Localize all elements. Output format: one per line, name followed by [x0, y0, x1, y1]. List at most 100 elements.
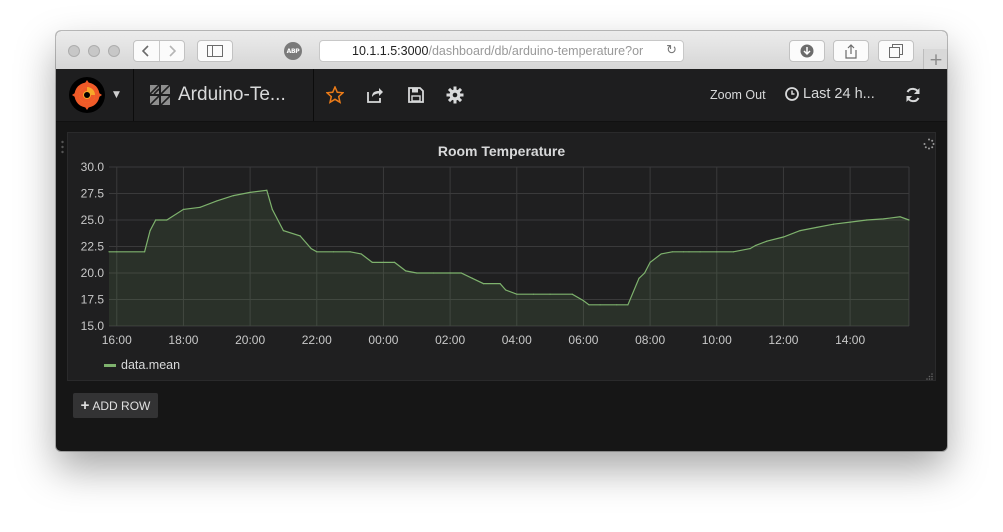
data-point: [282, 230, 285, 232]
add-row-button[interactable]: + ADD ROW: [73, 393, 158, 418]
navbar-divider: [133, 69, 134, 121]
series-area-data-mean: [109, 190, 909, 326]
y-tick-label: 20.0: [81, 266, 105, 280]
x-tick-label: 12:00: [768, 333, 798, 347]
plus-icon: +: [80, 396, 90, 414]
y-tick-label: 30.0: [81, 160, 105, 174]
data-point: [460, 272, 462, 274]
zoom-window-button[interactable]: [108, 45, 120, 57]
x-tick-label: 08:00: [635, 333, 665, 347]
downloads-button[interactable]: [789, 40, 825, 62]
data-point: [782, 236, 785, 238]
panel-title[interactable]: Room Temperature: [437, 143, 566, 159]
history-navigation: [133, 40, 185, 62]
dashboard-title-button[interactable]: Arduino-Te...: [150, 84, 286, 106]
data-point: [627, 304, 629, 306]
clock-icon: [785, 87, 799, 101]
share-page-button[interactable]: [833, 40, 869, 62]
data-point: [699, 251, 701, 253]
save-icon[interactable]: [407, 86, 425, 104]
data-point: [766, 240, 768, 242]
data-point: [532, 293, 535, 295]
x-tick-label: 06:00: [568, 333, 598, 347]
data-point: [505, 289, 507, 291]
data-point: [182, 208, 185, 210]
x-tick-label: 00:00: [368, 333, 398, 347]
share-icon: [845, 43, 857, 59]
data-point: [432, 272, 435, 274]
data-point: [499, 283, 501, 285]
data-point: [393, 261, 396, 263]
time-range-label: Last 24 h...: [803, 86, 875, 102]
data-point: [108, 251, 110, 253]
data-point: [299, 235, 301, 237]
data-point: [908, 219, 910, 221]
data-point: [816, 226, 818, 229]
reload-icon[interactable]: ↻: [666, 43, 677, 58]
temperature-chart: 15.0 17.5 20.0 22.5 25.0 27.5 30.0 16:00 18:00 20…: [81, 160, 910, 347]
data-point: [638, 277, 640, 279]
x-tick-label: 02:00: [435, 333, 465, 347]
data-point: [682, 251, 685, 253]
legend-swatch: [104, 363, 116, 367]
x-tick-label: 14:00: [835, 333, 865, 347]
data-point: [516, 293, 518, 295]
navbar-divider: [313, 69, 314, 121]
x-tick-label: 10:00: [702, 333, 732, 347]
x-tick-label: 18:00: [168, 333, 198, 347]
y-tick-label: 22.5: [81, 240, 105, 254]
data-point: [755, 244, 757, 247]
minimize-window-button[interactable]: [88, 45, 100, 57]
data-point: [660, 253, 662, 255]
address-bar[interactable]: 10.1.1.5:3000/dashboard/db/arduino-tempe…: [319, 40, 684, 62]
data-point: [216, 200, 218, 202]
data-point: [405, 270, 407, 272]
row-drag-handle-icon[interactable]: [60, 140, 65, 154]
data-point: [671, 251, 673, 253]
refresh-icon[interactable]: [904, 86, 922, 104]
data-point: [832, 223, 835, 225]
data-point: [882, 218, 885, 220]
graph-panel: Room Temperature 15.0 17.5 20.0 22.5 25.0 27.…: [67, 132, 936, 381]
data-point: [232, 195, 235, 197]
data-point: [799, 230, 801, 232]
dashboard-grid-icon: [150, 85, 170, 105]
caret-down-icon[interactable]: ▼: [113, 90, 120, 100]
data-point: [332, 251, 335, 253]
time-range-picker[interactable]: Last 24 h...: [785, 86, 875, 102]
panel-resize-handle-icon[interactable]: [926, 373, 933, 380]
close-window-button[interactable]: [68, 45, 80, 57]
dashboard-title: Arduino-Te...: [178, 84, 286, 105]
star-icon[interactable]: [326, 86, 344, 104]
data-point: [849, 221, 851, 223]
sidebar-toggle-button[interactable]: [197, 40, 233, 62]
back-button[interactable]: [134, 41, 160, 61]
data-point: [266, 189, 268, 191]
share-icon[interactable]: [366, 86, 384, 104]
data-point: [482, 283, 485, 285]
data-point: [749, 248, 751, 250]
tabs-icon: [889, 44, 903, 58]
tabs-overview-button[interactable]: [878, 40, 914, 62]
grafana-logo-icon[interactable]: [69, 77, 105, 113]
data-point: [582, 299, 585, 302]
y-tick-label: 27.5: [81, 187, 105, 201]
zoom-out-button[interactable]: Zoom Out: [710, 88, 766, 102]
data-point: [249, 191, 251, 194]
x-tick-label: 04:00: [502, 333, 532, 347]
new-tab-button[interactable]: +: [923, 49, 947, 71]
y-tick-label: 17.5: [81, 293, 105, 307]
data-point: [588, 304, 590, 306]
data-point: [316, 251, 318, 253]
add-row-label: ADD ROW: [92, 398, 151, 413]
data-point: [271, 208, 273, 210]
adblock-icon[interactable]: ABP: [284, 42, 302, 60]
y-tick-label: 15.0: [81, 319, 105, 333]
data-point: [549, 293, 551, 295]
grafana-navbar: ▼ Arduino-Te...: [56, 69, 947, 122]
url-host: 10.1.1.5:3000: [352, 44, 429, 58]
forward-button[interactable]: [160, 41, 185, 61]
legend-item[interactable]: data.mean: [104, 358, 180, 372]
x-tick-label: 20:00: [235, 333, 265, 347]
gear-icon[interactable]: [446, 86, 464, 104]
